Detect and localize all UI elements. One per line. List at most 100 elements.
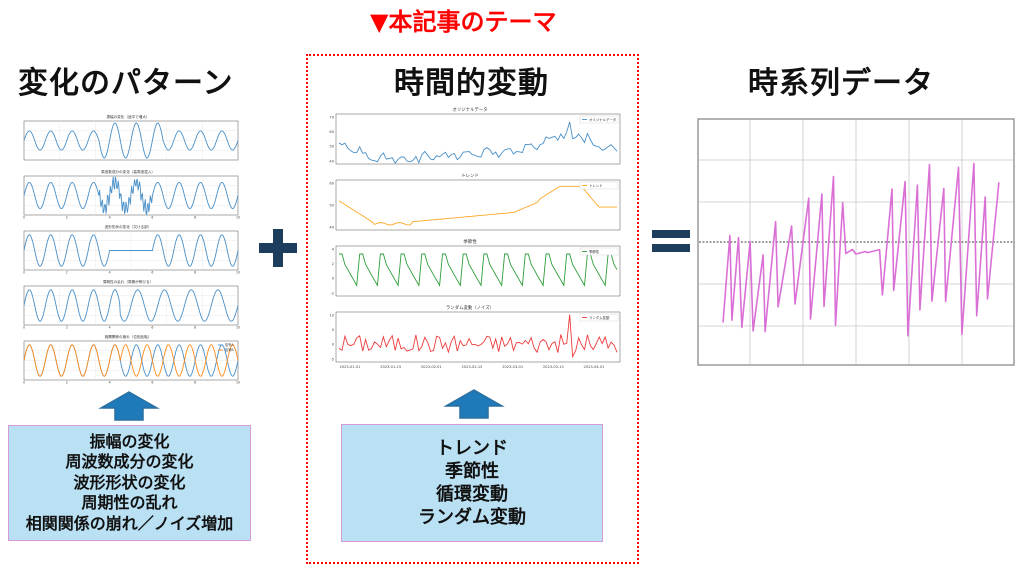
middle-box-line: 循環変動 [436, 484, 508, 505]
middle-x-tick: 2023-02-01 [421, 365, 442, 369]
right-chart [697, 118, 1015, 366]
middle-box-line: トレンド [436, 437, 508, 459]
middle-y-tick: 60 [329, 130, 334, 134]
left-x-tick: 10 [236, 381, 240, 385]
left-box-line: 波形形状の変化 [73, 472, 186, 492]
middle-legend-label: 季節性 [589, 249, 600, 254]
left-x-tick: 8 [194, 381, 196, 385]
middle-series-line [339, 253, 618, 287]
middle-x-tick: 2023-03-01 [502, 365, 523, 369]
middle-heading: 時間的変動 [394, 66, 549, 101]
left-mini-chart-title: 周期性の乱れ（周期が伸びる） [103, 279, 153, 284]
middle-series-line [338, 121, 618, 165]
left-wave-line [23, 176, 239, 215]
left-x-tick: 0 [23, 381, 25, 385]
left-x-tick: 2 [66, 326, 68, 330]
middle-y-tick: 0 [332, 343, 335, 347]
left-x-tick: 10 [236, 216, 240, 220]
middle-x-tick: 2023-01-01 [340, 365, 361, 369]
left-mini-chart-title: 相関関係の崩れ（位相反転） [105, 334, 152, 339]
middle-x-tick: 2023-03-15 [543, 365, 564, 369]
left-x-tick: 8 [194, 271, 196, 275]
middle-info-box: トレンド 季節性 循環変動 ランダム変動 [341, 424, 603, 542]
middle-series-line [338, 185, 617, 226]
left-mini-chart-title: 振幅の変化（途中で増大） [106, 114, 149, 119]
middle-panel-title: オリジナルデータ [452, 106, 487, 113]
left-x-tick: 6 [151, 381, 153, 385]
middle-y-tick: 50 [329, 145, 334, 149]
left-x-tick: 6 [151, 271, 153, 275]
left-x-tick: 4 [109, 381, 111, 385]
left-x-tick: 4 [109, 326, 111, 330]
middle-y-tick: 60 [329, 181, 334, 185]
left-x-tick: 0 [23, 216, 25, 220]
left-mini-chart-title: 周波数成分の変化（高周波混入） [101, 169, 155, 174]
middle-legend-label: ランダム変動 [589, 315, 610, 320]
left-x-tick: 8 [194, 216, 196, 220]
middle-y-tick: -2 [330, 291, 334, 295]
middle-series-line [338, 314, 618, 359]
left-mini-chart: 振幅の変化（途中で増大） [23, 114, 239, 161]
middle-panel: オリジナルデータ 70 60 50 40 オリジナルデータ [329, 106, 621, 165]
left-x-tick: 8 [194, 326, 196, 330]
middle-y-tick: 4 [332, 247, 335, 251]
middle-x-tick: 2023-02-15 [462, 365, 483, 369]
middle-y-tick: 40 [329, 225, 334, 229]
left-x-tick: 4 [109, 216, 111, 220]
left-box-line: 周期性の乱れ [81, 493, 178, 513]
left-x-tick: 6 [151, 216, 153, 220]
middle-panel: ランダム変動（ノイズ） 10 5 0 -5 ランダム変動 2023-01-01 2023-01… [329, 304, 621, 369]
left-info-box: 振幅の変化 周波数成分の変化 波形形状の変化 周期性の乱れ 相関関係の崩れ／ノイ… [8, 425, 251, 541]
left-heading: 変化のパターン [18, 66, 234, 101]
left-x-tick: 0 [23, 326, 25, 330]
middle-panel: トレンド 60 50 40 トレンド [329, 174, 621, 231]
left-x-tick: 6 [151, 326, 153, 330]
left-mini-chart: 波形形状の変化（欠ける部） 0 2 4 6 8 10 [23, 224, 240, 275]
left-x-tick: 2 [66, 271, 68, 275]
left-chart-stack: 振幅の変化（途中で増大） 周波数成分の変化（高周波混入） 0 2 4 6 8 10 波形形状の変… [10, 114, 246, 390]
middle-x-tick: 2023-01-15 [380, 365, 401, 369]
middle-y-tick: 40 [329, 159, 334, 163]
equals-icon [652, 230, 690, 252]
left-box-line: 周波数成分の変化 [65, 452, 194, 472]
theme-dotted-frame [306, 54, 639, 564]
left-mini-chart: 周波数成分の変化（高周波混入） 0 2 4 6 8 10 [23, 169, 240, 220]
middle-y-tick: 0 [332, 277, 335, 281]
left-legend-label: 信号B [225, 347, 234, 352]
left-mini-chart: 周期性の乱れ（周期が伸びる） 0 2 4 6 8 10 [23, 279, 240, 330]
middle-y-tick: 10 [329, 313, 334, 317]
left-box-line: 振幅の変化 [89, 431, 170, 451]
middle-panel: 季節性 4 2 0 -2 季節性 [330, 238, 621, 297]
right-series-line [722, 162, 1000, 337]
middle-panel-title: 季節性 [463, 238, 477, 245]
middle-box-line: ランダム変動 [418, 507, 526, 529]
middle-box-line: 季節性 [445, 460, 499, 482]
left-up-arrow-icon [98, 391, 160, 421]
left-wave-line [23, 122, 239, 159]
left-x-tick: 0 [23, 271, 25, 275]
middle-y-tick: 5 [332, 328, 334, 332]
middle-y-tick: 2 [332, 262, 334, 266]
left-wave-line [23, 234, 239, 267]
middle-up-arrow-icon [443, 389, 505, 419]
left-x-tick: 2 [66, 216, 68, 220]
left-x-tick: 10 [236, 326, 240, 330]
left-x-tick: 2 [66, 381, 68, 385]
middle-y-tick: 50 [329, 203, 334, 207]
left-x-tick: 4 [109, 271, 111, 275]
middle-panel-title: トレンド [461, 174, 479, 179]
middle-legend-label: トレンド [589, 184, 603, 188]
middle-y-tick: -5 [330, 357, 334, 361]
middle-legend-label: オリジナルデータ [589, 117, 616, 122]
right-heading: 時系列データ [748, 66, 934, 101]
middle-x-tick: 2023-04-01 [584, 365, 605, 369]
theme-label: ▼本記事のテーマ [370, 8, 557, 36]
left-wave-line [23, 289, 239, 322]
middle-chart-stack: オリジナルデータ 70 60 50 40 オリジナルデータ トレンド 60 50 40 トレンド 季節… [314, 106, 626, 382]
left-legend-label: 信号A [225, 342, 234, 347]
left-wave-line-b [23, 344, 239, 377]
middle-panel-title: ランダム変動（ノイズ） [446, 304, 494, 311]
left-x-tick: 10 [236, 271, 240, 275]
plus-icon [259, 229, 297, 267]
